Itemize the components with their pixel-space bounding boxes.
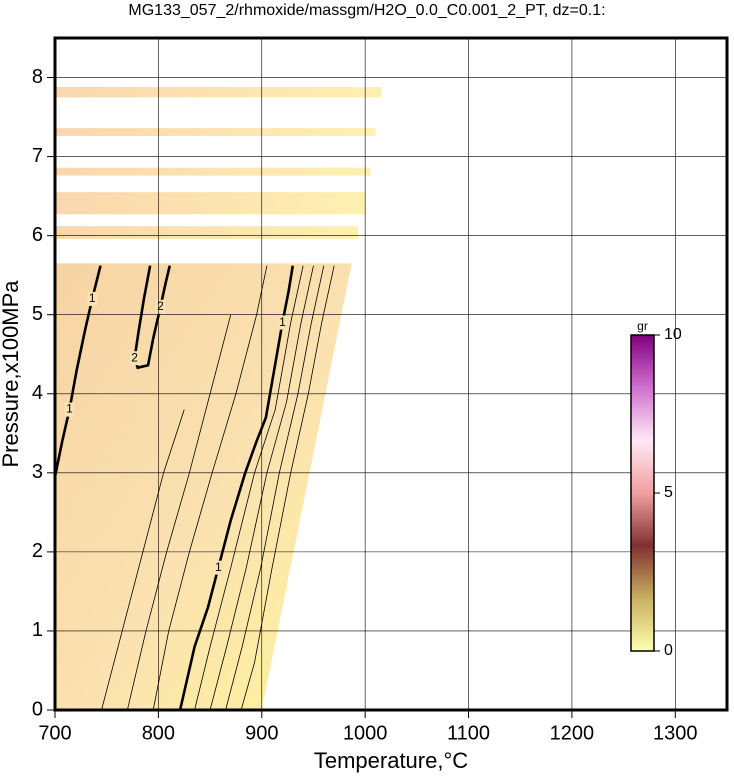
x-tick-label: 1200 xyxy=(550,722,595,744)
contour-label: 1 xyxy=(279,315,286,329)
chart-title: MG133_057_2/rhmoxide/massgm/H2O_0.0_C0.0… xyxy=(128,2,605,19)
x-tick-label: 800 xyxy=(142,722,175,744)
computed-strip xyxy=(55,226,358,239)
contour-label-bg xyxy=(213,560,224,575)
contour-label-bg xyxy=(87,291,98,306)
contour-label: 2 xyxy=(157,299,164,313)
computed-strip xyxy=(55,87,382,98)
y-tick-label: 0 xyxy=(32,698,43,720)
contour-label: 1 xyxy=(66,402,73,416)
y-tick-label: 5 xyxy=(32,303,43,325)
y-tick-label: 2 xyxy=(32,540,43,562)
x-tick-label: 1100 xyxy=(447,722,490,744)
computed-area xyxy=(55,263,352,710)
colorbar-label: gr xyxy=(637,319,648,333)
y-tick-label: 6 xyxy=(32,224,43,246)
contour-line xyxy=(126,314,232,710)
x-tick-label: 1300 xyxy=(653,722,698,744)
x-tick-label: 700 xyxy=(38,722,71,744)
x-tick-label: 900 xyxy=(245,722,278,744)
colorbar xyxy=(630,334,655,652)
contour-label: 1 xyxy=(215,560,222,574)
y-tick-label: 3 xyxy=(32,461,43,483)
computed-strip xyxy=(55,128,376,137)
plot-area: 1 1 2 2 1 1 xyxy=(55,87,382,710)
x-axis-label: Temperature,°C xyxy=(314,748,468,773)
contour-label-bg xyxy=(155,299,166,314)
contour-label: 1 xyxy=(89,291,96,305)
plot-frame xyxy=(53,36,729,712)
colorbar-tick-label: 5 xyxy=(664,484,673,501)
contour-label: 2 xyxy=(131,350,138,364)
colorbar-tick-label: 10 xyxy=(664,326,682,343)
y-tick-label: 4 xyxy=(32,382,43,404)
colorbar-tick-label: 0 xyxy=(664,642,673,659)
y-tick-label: 7 xyxy=(32,145,43,167)
computed-strip xyxy=(55,167,371,176)
y-axis-label: Pressure,x100MPa xyxy=(0,280,23,468)
y-tick-label: 1 xyxy=(32,619,43,641)
y-tick-label: 8 xyxy=(32,66,43,88)
contour-label-bg xyxy=(277,315,288,330)
contour-label-bg xyxy=(64,402,75,417)
computed-strip xyxy=(55,192,366,215)
x-tick-label: 1000 xyxy=(343,722,388,744)
contour-label-bg xyxy=(129,351,140,366)
